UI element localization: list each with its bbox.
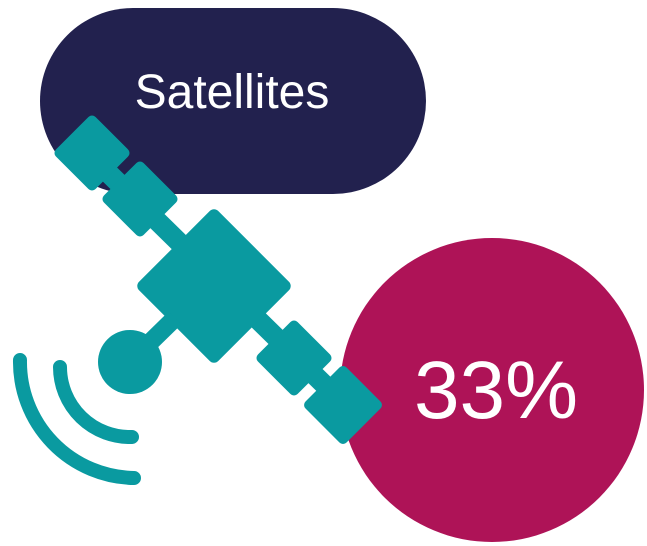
stat-value: 33%	[414, 345, 578, 436]
solar-panel-upper-outer	[54, 115, 130, 191]
solar-panel-lower-outer	[304, 366, 382, 444]
solar-panel-lower-inner	[256, 320, 332, 396]
signal-wave-inner	[53, 360, 139, 445]
label-pill	[40, 8, 426, 194]
satellite-dish	[98, 330, 162, 394]
signal-wave-outer	[12, 353, 141, 485]
satellite-icon	[54, 115, 382, 444]
label-text: Satellites	[135, 66, 330, 119]
label-badge: Satellites	[40, 8, 426, 194]
stat-badge	[340, 238, 644, 542]
solar-panel-upper-inner	[102, 161, 178, 237]
signal-waves-icon	[12, 353, 141, 485]
stat-circle	[340, 238, 644, 542]
